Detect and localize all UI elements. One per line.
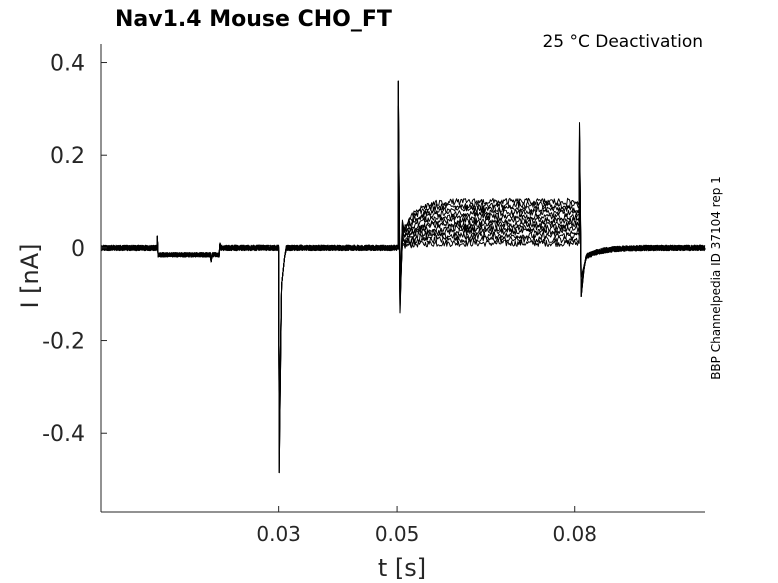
trace-line (100, 130, 706, 436)
trace-line (100, 105, 706, 474)
trace-line (100, 80, 706, 455)
plot-traces (100, 80, 706, 474)
x-tick-label: 0.03 (256, 522, 301, 546)
y-tick-label: 0.2 (50, 144, 85, 169)
trace-line (100, 122, 706, 474)
x-tick-label: 0.08 (552, 522, 597, 546)
y-tick-label: -0.4 (42, 422, 85, 447)
trace-line (100, 130, 706, 417)
trace-line (100, 130, 706, 455)
trace-line (100, 105, 706, 417)
y-tick-label: 0.4 (50, 52, 85, 77)
y-axis-label: I [nA] (16, 243, 44, 308)
trace-line (100, 80, 706, 474)
y-tick-label: 0 (71, 237, 85, 262)
y-tick-label: -0.2 (42, 330, 85, 355)
trace-line (100, 105, 706, 455)
condition-annotation: 25 °C Deactivation (542, 32, 703, 52)
source-label: BBP Channelpedia ID 37104 rep 1 (709, 176, 723, 380)
chart-title: Nav1.4 Mouse CHO_FT (115, 7, 392, 32)
axes: 0.4 0.2 0 -0.2 -0.4 0.03 0.05 0.08 (42, 44, 705, 546)
x-tick-label: 0.05 (375, 522, 420, 546)
trace-line (100, 80, 706, 436)
x-axis-label: t [s] (378, 554, 426, 582)
trace-line (100, 105, 706, 436)
